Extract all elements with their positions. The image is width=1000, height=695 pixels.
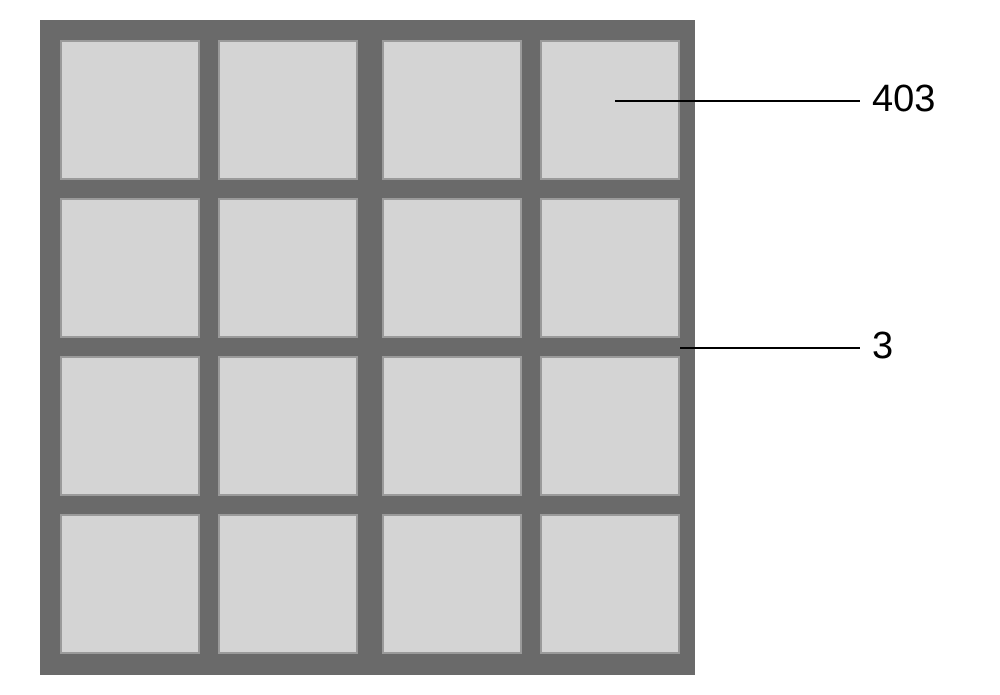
grid-background bbox=[40, 20, 695, 675]
grid-cell bbox=[382, 514, 522, 654]
grid-cell bbox=[60, 198, 200, 338]
grid-cell bbox=[382, 356, 522, 496]
grid-cell bbox=[218, 514, 358, 654]
callout-label: 403 bbox=[872, 78, 935, 121]
grid-cell bbox=[540, 356, 680, 496]
grid-cell bbox=[60, 40, 200, 180]
diagram-container: 403 3 bbox=[40, 20, 960, 675]
grid-cell bbox=[382, 40, 522, 180]
grid-cell bbox=[218, 198, 358, 338]
grid-cell bbox=[382, 198, 522, 338]
callout-label: 3 bbox=[872, 325, 893, 368]
grid-cell bbox=[218, 40, 358, 180]
grid-cell bbox=[218, 356, 358, 496]
grid-cell bbox=[540, 198, 680, 338]
grid-cell bbox=[540, 40, 680, 180]
leader-line bbox=[615, 100, 860, 102]
grid-cell bbox=[60, 356, 200, 496]
grid-cell bbox=[540, 514, 680, 654]
grid-cell bbox=[60, 514, 200, 654]
grid-frame bbox=[40, 20, 695, 675]
leader-line bbox=[680, 347, 860, 349]
